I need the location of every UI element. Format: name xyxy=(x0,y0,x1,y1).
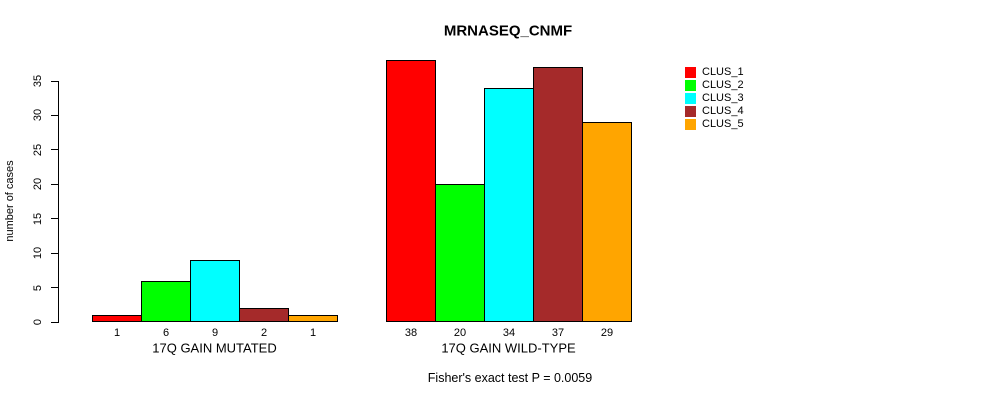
bar-value-label-clus-4-17q-gain-mutated: 2 xyxy=(260,327,268,339)
y-tick-mark-35 xyxy=(51,80,59,82)
y-tick-label-20: 20 xyxy=(32,178,44,191)
bar-clus-5-17q-gain-mutated xyxy=(288,315,338,322)
y-tick-mark-15 xyxy=(51,218,59,220)
fisher-test-annotation: Fisher's exact test P = 0.0059 xyxy=(427,371,593,385)
legend: CLUS_1 CLUS_2 CLUS_3 CLUS_4 CLUS_5 xyxy=(685,66,744,131)
legend-label-clus-4: CLUS_4 xyxy=(702,105,744,117)
bar-clus-5-17q-gain-wild-type xyxy=(582,122,632,322)
bar-clus-2-17q-gain-wild-type xyxy=(435,184,485,322)
y-tick-mark-30 xyxy=(51,114,59,116)
y-tick-mark-25 xyxy=(51,149,59,151)
bar-clus-4-17q-gain-wild-type xyxy=(533,67,583,322)
bar-value-label-clus-5-17q-gain-wild-type: 29 xyxy=(600,327,614,339)
y-tick-mark-10 xyxy=(51,252,59,254)
bar-value-label-clus-3-17q-gain-mutated: 9 xyxy=(211,327,219,339)
legend-label-clus-3: CLUS_3 xyxy=(702,92,744,104)
bar-value-label-clus-2-17q-gain-mutated: 6 xyxy=(162,327,170,339)
legend-item-clus-5: CLUS_5 xyxy=(685,118,744,131)
y-axis-label: number of cases xyxy=(4,160,16,242)
y-tick-mark-20 xyxy=(51,183,59,185)
legend-swatch-clus-2 xyxy=(685,80,696,91)
bar-value-label-clus-1-17q-gain-mutated: 1 xyxy=(113,327,121,339)
bar-value-label-clus-5-17q-gain-mutated: 1 xyxy=(309,327,317,339)
legend-swatch-clus-4 xyxy=(685,106,696,117)
bar-value-label-clus-1-17q-gain-wild-type: 38 xyxy=(404,327,418,339)
x-group-label-wild-type: 17Q GAIN WILD-TYPE xyxy=(441,340,576,356)
legend-swatch-clus-3 xyxy=(685,93,696,104)
legend-item-clus-1: CLUS_1 xyxy=(685,66,744,79)
bar-value-label-clus-4-17q-gain-wild-type: 37 xyxy=(551,327,565,339)
y-axis-line xyxy=(58,81,59,322)
chart-title: MRNASEQ_CNMF xyxy=(443,22,573,40)
legend-item-clus-3: CLUS_3 xyxy=(685,92,744,105)
x-group-label-mutated: 17Q GAIN MUTATED xyxy=(152,340,277,356)
legend-swatch-clus-1 xyxy=(685,67,696,78)
bar-value-label-clus-3-17q-gain-wild-type: 34 xyxy=(502,327,516,339)
y-tick-label-25: 25 xyxy=(32,143,44,156)
y-tick-label-30: 30 xyxy=(32,109,44,122)
y-tick-label-10: 10 xyxy=(32,247,44,260)
y-tick-label-5: 5 xyxy=(32,284,44,291)
y-tick-label-15: 15 xyxy=(32,212,44,225)
legend-label-clus-5: CLUS_5 xyxy=(702,118,744,130)
legend-item-clus-4: CLUS_4 xyxy=(685,105,744,118)
bar-clus-3-17q-gain-mutated xyxy=(190,260,240,322)
y-tick-mark-0 xyxy=(51,321,59,323)
bar-clus-1-17q-gain-wild-type xyxy=(386,60,436,322)
legend-item-clus-2: CLUS_2 xyxy=(685,79,744,92)
bar-value-label-clus-2-17q-gain-wild-type: 20 xyxy=(453,327,467,339)
bar-clus-4-17q-gain-mutated xyxy=(239,308,289,322)
bar-clus-3-17q-gain-wild-type xyxy=(484,87,534,322)
bar-clus-2-17q-gain-mutated xyxy=(141,280,191,322)
y-tick-mark-5 xyxy=(51,287,59,289)
y-tick-label-0: 0 xyxy=(32,318,44,326)
legend-label-clus-2: CLUS_2 xyxy=(702,79,744,91)
y-tick-label-35: 35 xyxy=(32,74,44,88)
legend-label-clus-1: CLUS_1 xyxy=(702,66,744,78)
bar-clus-1-17q-gain-mutated xyxy=(92,315,142,322)
legend-swatch-clus-5 xyxy=(685,119,696,130)
